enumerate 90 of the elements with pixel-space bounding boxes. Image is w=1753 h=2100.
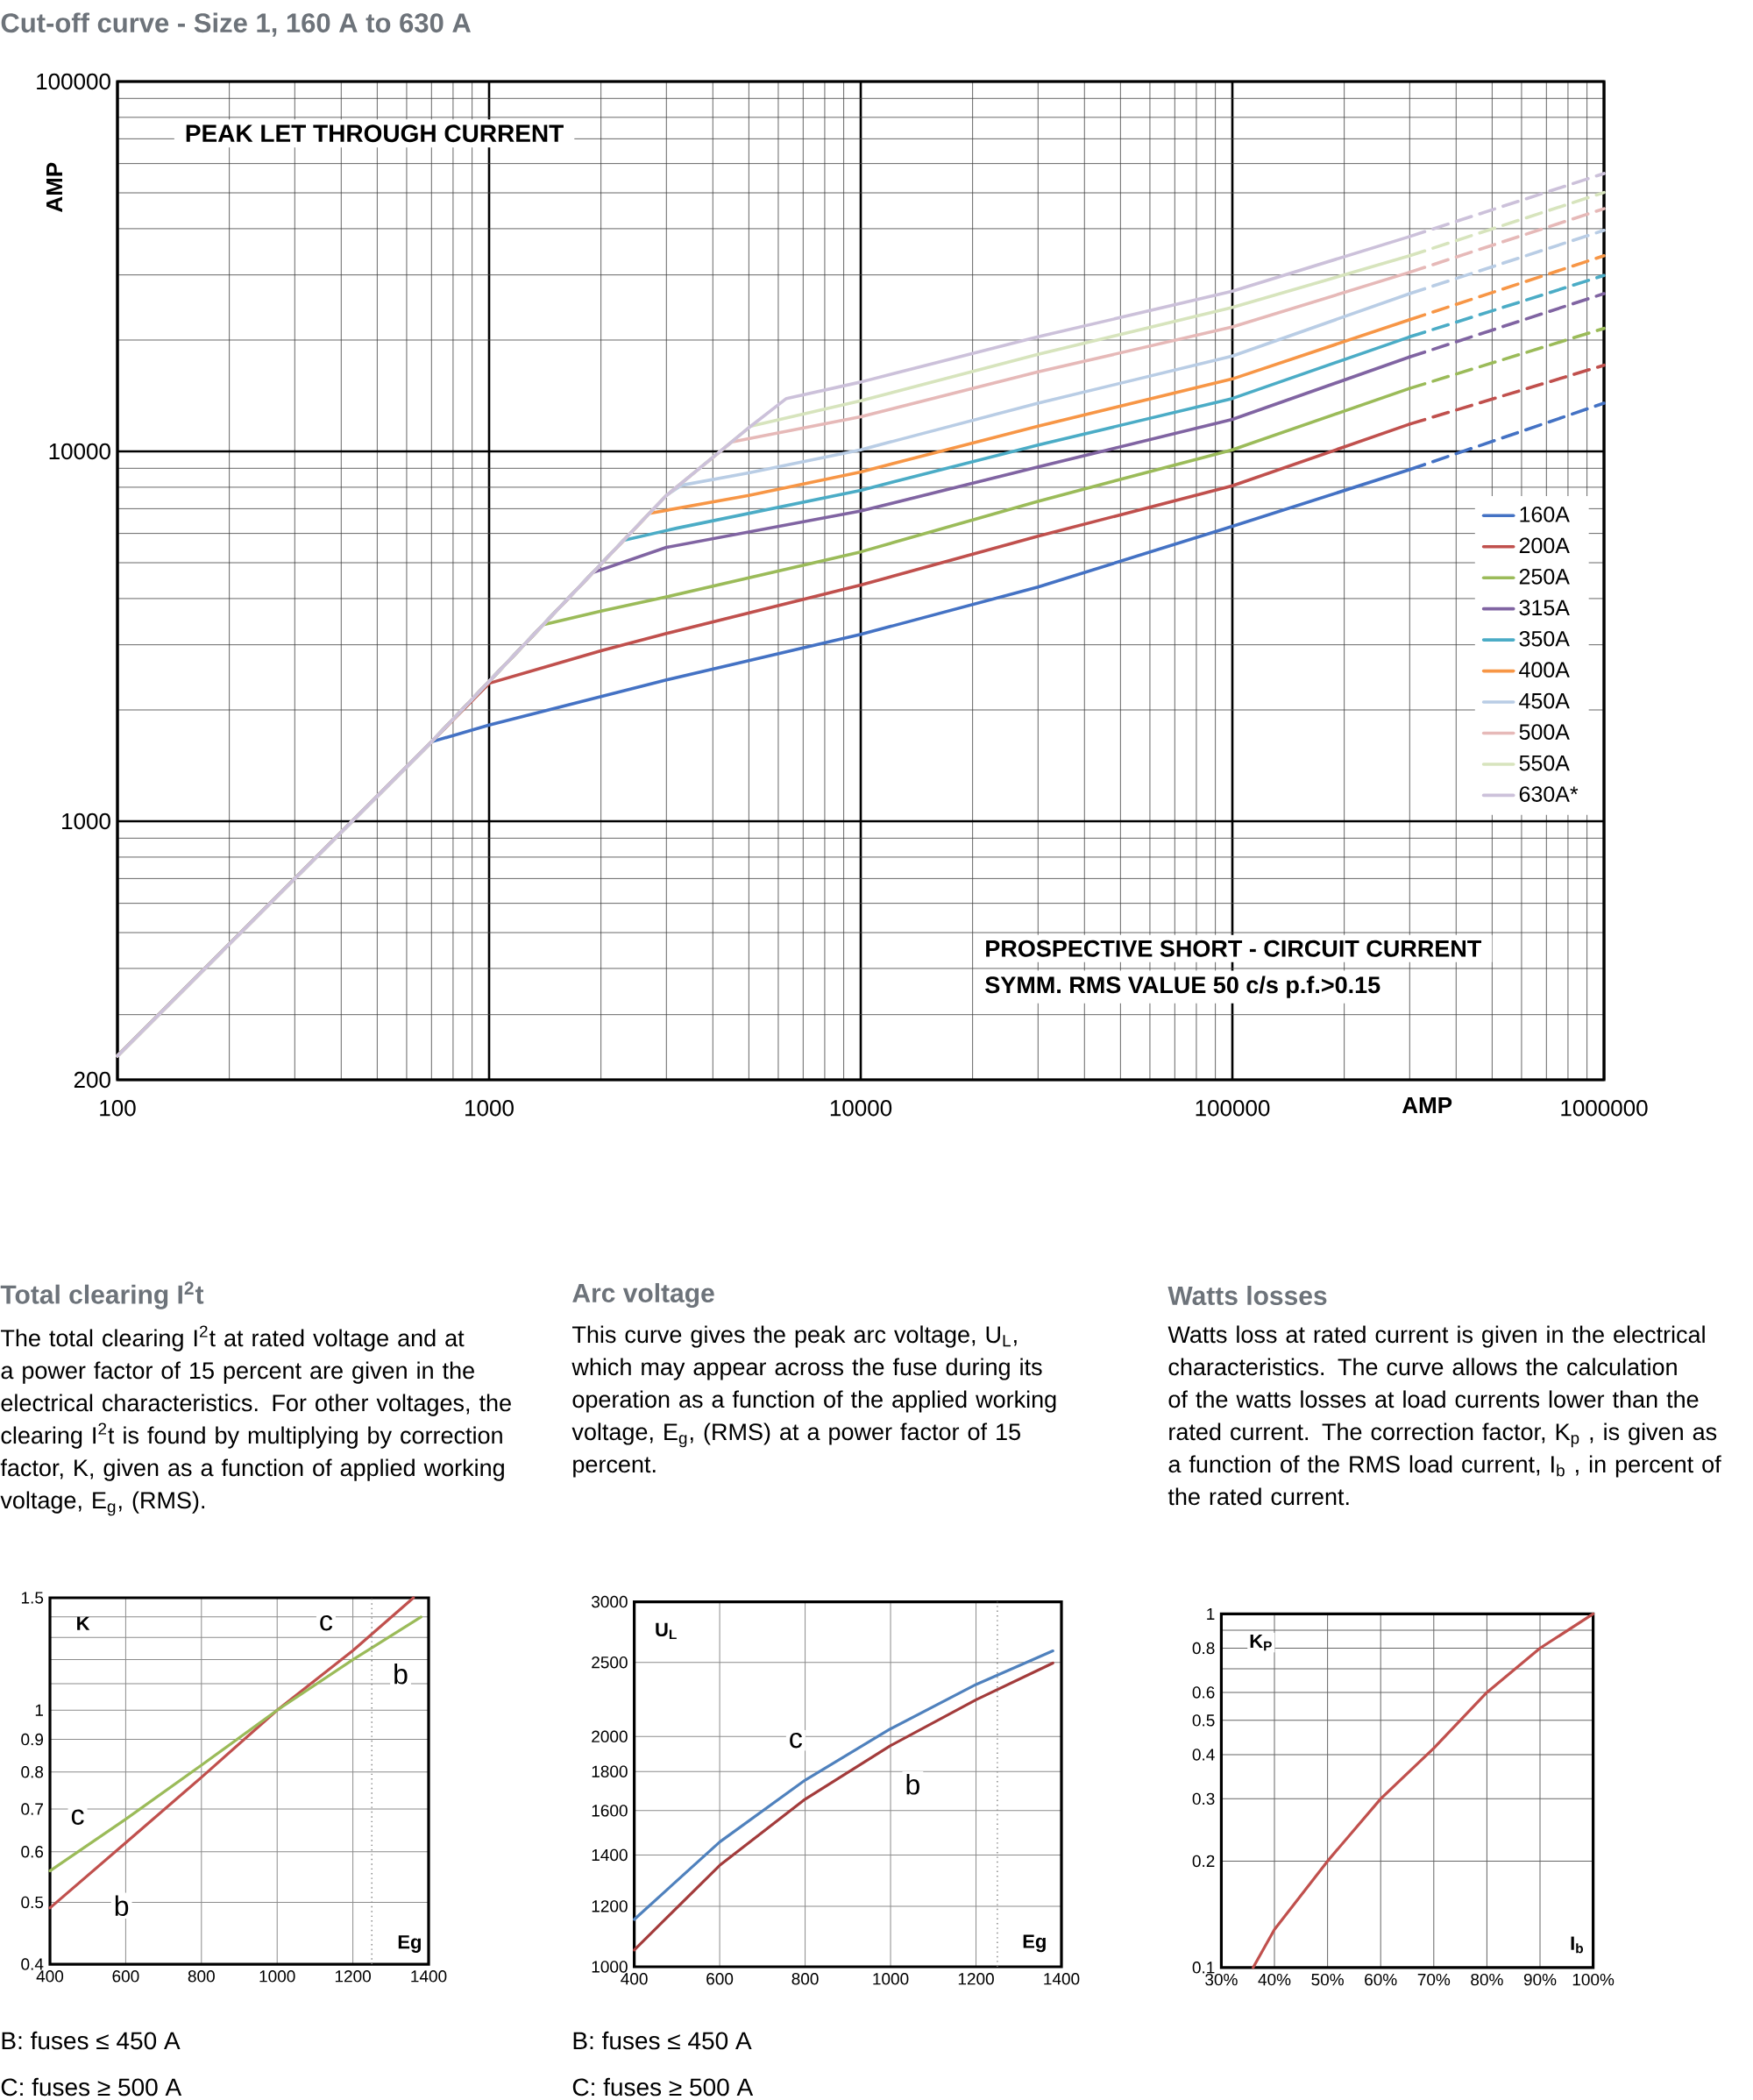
y-tick-label: 0.4 bbox=[1192, 1749, 1215, 1761]
y-tick-label: 0.8 bbox=[21, 1766, 44, 1778]
y-tick-label: 1000 bbox=[592, 1961, 628, 1973]
x-tick-label: 1000 bbox=[259, 1970, 295, 1983]
y-tick-label: 0.8 bbox=[1192, 1642, 1215, 1655]
x-tick-label: 100% bbox=[1572, 1973, 1615, 1986]
y-tick-label: 1 bbox=[1207, 1607, 1215, 1620]
x-tick-label: 1200 bbox=[335, 1970, 371, 1983]
x-tick-label: 60% bbox=[1365, 1973, 1397, 1986]
y-axis-title: AMP bbox=[46, 162, 62, 212]
y-tick-label: 1000 bbox=[62, 812, 110, 830]
y-tick-label: 3000 bbox=[591, 1595, 628, 1608]
annotation: PEAK LET THROUGH CURRENT bbox=[186, 124, 564, 143]
y-tick-label: 100000 bbox=[37, 73, 110, 90]
y-axis-title: U$_{L}$ bbox=[656, 1622, 677, 1640]
annotation: b bbox=[115, 1895, 129, 1917]
chart-title: Arc voltage bbox=[572, 1282, 714, 1309]
x-tick-label: 1000000 bbox=[1561, 1100, 1648, 1117]
x-tick-label: 90% bbox=[1523, 1973, 1557, 1986]
legend-label: 450A bbox=[1519, 692, 1570, 709]
legend-label: 550A bbox=[1519, 755, 1570, 771]
chart-title: Watts losses bbox=[1167, 1286, 1327, 1306]
text: The total clearing I$^{2}$t at rated voltage and at a power factor of 15 percent are given in the electrical characteristics. For other voltages, the clearing I$^{2}$t is found by multiplying by correction factor, K, given as a function of applied working voltage, E$_{g}$, (RMS). bbox=[0, 1325, 511, 1516]
text: C: fuses ≥ 500 A bbox=[1, 2077, 182, 2096]
x-tick-label: 50% bbox=[1311, 1973, 1344, 1986]
annotation: SYMM. RMS VALUE 50 c/s p.f.>0.15 bbox=[985, 976, 1380, 998]
chart-title: Cut-off curve - Size 1, 160 A to 630 A bbox=[1, 12, 471, 37]
legend-label: 160A bbox=[1520, 507, 1570, 522]
y-tick-label: 0.1 bbox=[1192, 1962, 1215, 1974]
x-tick-label: 70% bbox=[1417, 1973, 1451, 1986]
y-tick-label: 0.9 bbox=[21, 1733, 44, 1746]
y-tick-label: 0.7 bbox=[21, 1803, 43, 1815]
legend-label: 250A bbox=[1519, 569, 1570, 585]
x-tick-label: 1200 bbox=[958, 1973, 994, 1985]
y-tick-label: 1.5 bbox=[21, 1592, 44, 1604]
y-tick-label: 1200 bbox=[592, 1900, 628, 1912]
annotation: b bbox=[394, 1664, 408, 1685]
y-axis-title: K$_{P}$ bbox=[1250, 1634, 1272, 1651]
legend-label: 200A bbox=[1519, 537, 1570, 554]
y-tick-label: 1800 bbox=[592, 1765, 628, 1777]
y-tick-label: 1600 bbox=[592, 1805, 628, 1817]
text: B: fuses ≤ 450 A bbox=[2, 2031, 181, 2050]
x-axis-title: Eg bbox=[398, 1935, 421, 1953]
x-tick-label: 1400 bbox=[411, 1970, 447, 1983]
x-tick-label: 30% bbox=[1205, 1973, 1238, 1986]
text: B: fuses ≤ 450 A bbox=[573, 2031, 752, 2050]
y-tick-label: 0.6 bbox=[21, 1846, 44, 1858]
x-axis-title: Eg bbox=[1023, 1934, 1046, 1953]
y-tick-label: 0.5 bbox=[1192, 1714, 1215, 1727]
x-tick-label: 600 bbox=[706, 1973, 734, 1985]
y-tick-label: 2000 bbox=[592, 1730, 628, 1743]
legend-label: 500A bbox=[1519, 724, 1570, 740]
x-tick-label: 800 bbox=[188, 1970, 215, 1983]
text: Watts loss at rated current is given in the electrical characteristics. The curve allows the calculation of the watts losses at load currents lower than the rated current. The correction factor, K$_{p}$ , is given as a function of the RMS load current, I$_{b}$ , in percent of the rated current. bbox=[1167, 1325, 1721, 1506]
x-tick-label: 1000 bbox=[873, 1973, 909, 1985]
annotation: c bbox=[790, 1732, 802, 1749]
y-tick-label: 0.4 bbox=[21, 1958, 44, 1970]
x-tick-label: 1000 bbox=[465, 1100, 514, 1117]
legend-label: 400A bbox=[1519, 662, 1570, 678]
x-axis-title: AMP bbox=[1402, 1097, 1452, 1113]
y-tick-label: 0.5 bbox=[21, 1896, 44, 1909]
y-tick-label: 0.6 bbox=[1192, 1686, 1215, 1699]
x-tick-label: 40% bbox=[1258, 1973, 1291, 1986]
y-tick-label: 200 bbox=[74, 1071, 110, 1089]
x-axis-title: I$_{b}$ bbox=[1571, 1936, 1583, 1954]
x-tick-label: 400 bbox=[621, 1973, 648, 1985]
y-tick-label: 0.2 bbox=[1192, 1855, 1215, 1868]
legend-label: 350A bbox=[1519, 630, 1570, 647]
annotation: PROSPECTIVE SHORT - CIRCUIT CURRENT bbox=[986, 940, 1482, 957]
x-tick-label: 10000 bbox=[830, 1100, 892, 1117]
text: This curve gives the peak arc voltage, U$_{L}$, which may appear across the fuse during its operation as a function of the applied working voltage, E$_{g}$, (RMS) at a power factor of 15 percent. bbox=[571, 1325, 1056, 1478]
annotation: c bbox=[320, 1614, 333, 1631]
y-tick-label: 1 bbox=[35, 1704, 43, 1716]
text: C: fuses ≥ 500 A bbox=[572, 2077, 754, 2096]
y-tick-label: 1400 bbox=[592, 1848, 628, 1862]
x-tick-label: 400 bbox=[36, 1970, 64, 1983]
x-tick-label: 800 bbox=[791, 1973, 819, 1985]
y-axis-title: K bbox=[77, 1616, 90, 1630]
y-tick-label: 10000 bbox=[49, 443, 110, 460]
x-tick-label: 100 bbox=[100, 1100, 136, 1117]
legend-label: 630A* bbox=[1519, 786, 1579, 802]
y-tick-label: 0.3 bbox=[1192, 1792, 1215, 1806]
legend-label: 315A bbox=[1519, 599, 1570, 616]
x-tick-label: 80% bbox=[1471, 1973, 1503, 1986]
annotation: c bbox=[71, 1809, 84, 1826]
y-tick-label: 2500 bbox=[592, 1656, 628, 1669]
annotation: b bbox=[906, 1774, 919, 1795]
x-tick-label: 600 bbox=[112, 1970, 139, 1983]
x-tick-label: 1400 bbox=[1044, 1973, 1080, 1985]
chart-title: Total clearing I$^{2}$t bbox=[0, 1281, 204, 1309]
